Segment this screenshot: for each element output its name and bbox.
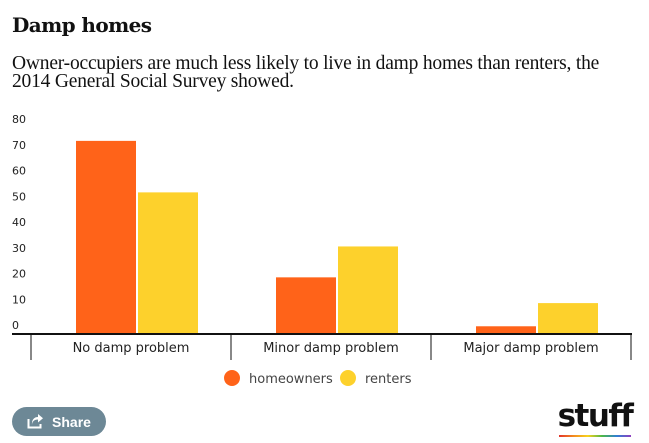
y-axis: 0 10 20 30 40 50 60 70 80 — [12, 113, 26, 332]
bar-homeowners[interactable] — [76, 140, 136, 334]
bar-chart: 0 10 20 30 40 50 60 70 80 No damp problem Minor d… — [12, 113, 632, 387]
stuff-logo[interactable]: stuff — [557, 398, 634, 439]
x-tick-label: Major damp problem — [463, 341, 598, 356]
x-axis: No damp problem Minor damp problem Major d… — [12, 333, 632, 360]
y-tick-label: 70 — [12, 139, 26, 152]
share-button[interactable]: Share — [12, 407, 106, 436]
legend-label-renters[interactable]: renters — [365, 372, 412, 387]
legend-label-homeowners[interactable]: homeowners — [249, 372, 333, 387]
logo-text: stuff — [557, 398, 634, 434]
bars — [76, 140, 598, 334]
legend: homeowners renters — [224, 370, 412, 387]
y-tick-label: 80 — [12, 113, 26, 126]
share-label: Share — [52, 413, 91, 430]
y-tick-label: 10 — [12, 293, 26, 306]
bar-renters[interactable] — [338, 246, 398, 334]
logo-rainbow-underline — [559, 435, 631, 437]
x-tick-label: Minor damp problem — [263, 341, 399, 356]
bar-homeowners[interactable] — [276, 277, 336, 334]
bar-homeowners[interactable] — [476, 326, 536, 334]
y-tick-label: 50 — [12, 190, 26, 203]
legend-swatch-renters — [340, 370, 356, 386]
legend-swatch-homeowners — [224, 370, 240, 386]
bar-renters[interactable] — [138, 192, 198, 334]
y-tick-label: 0 — [12, 319, 19, 332]
chart-subtitle: Owner-occupiers are much less likely to … — [12, 53, 600, 92]
y-tick-label: 20 — [12, 268, 26, 281]
bar-renters[interactable] — [538, 303, 598, 334]
y-tick-label: 30 — [12, 242, 26, 255]
y-tick-label: 40 — [12, 216, 26, 229]
chart-title: Damp homes — [12, 13, 152, 37]
x-tick-label: No damp problem — [73, 341, 190, 356]
share-icon — [27, 414, 44, 429]
y-tick-label: 60 — [12, 165, 26, 178]
